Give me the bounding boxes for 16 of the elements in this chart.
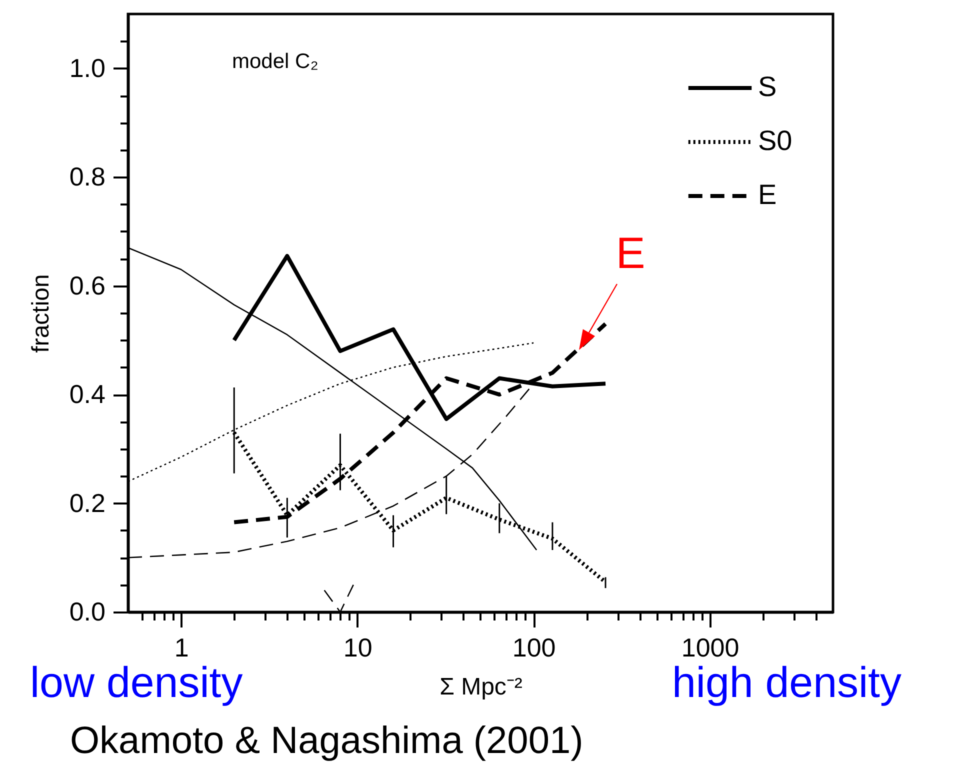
x-tick-label: 10 [343,632,372,662]
y-tick-label: 1.0 [69,52,106,83]
y-tick-label: 0.4 [69,379,106,410]
y-axis-title: fraction [27,274,54,353]
legend-label: S0 [758,125,792,156]
annotation: E [616,228,646,278]
x-axis-title: Σ Mpc⁻² [440,674,522,700]
legend-label: S [758,71,777,102]
legend-label: E [758,179,777,210]
y-tick-label: 0.2 [69,488,106,518]
y-tick-label: 0.8 [69,162,106,192]
y-tick-label: 0.0 [69,596,106,626]
y-tick-label: 0.6 [69,270,106,300]
annotation: model C₂ [232,50,318,73]
text: Okamoto & Nagashima (2001) [70,720,584,762]
x-tick-label: 100 [512,632,556,662]
